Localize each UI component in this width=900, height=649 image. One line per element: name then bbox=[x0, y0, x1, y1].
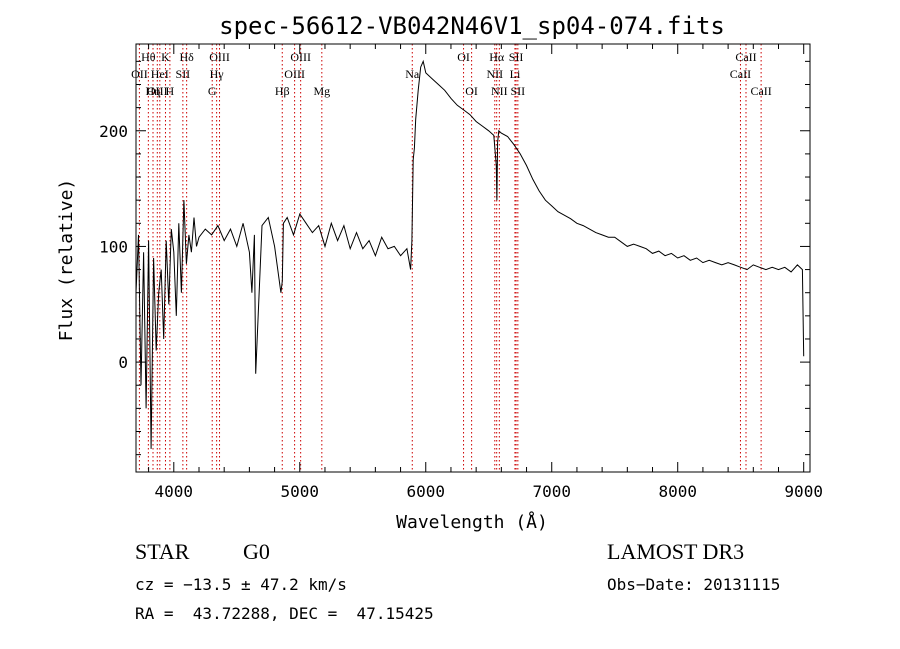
line-marker-label: H bbox=[166, 84, 175, 98]
line-marker-label: OIII bbox=[284, 67, 305, 81]
y-tick-label: 100 bbox=[99, 237, 128, 256]
line-marker-label: HeI bbox=[151, 67, 169, 81]
line-marker-label: Mg bbox=[313, 84, 330, 98]
line-marker-label: K bbox=[161, 50, 170, 64]
line-marker-label: NII bbox=[491, 84, 508, 98]
line-marker-label: NII bbox=[486, 67, 503, 81]
emission-line-markers bbox=[138, 44, 762, 472]
x-tick-label: 9000 bbox=[784, 482, 823, 501]
x-tick-label: 7000 bbox=[532, 482, 571, 501]
line-marker-label: SII bbox=[176, 67, 191, 81]
line-marker-label: CaII bbox=[735, 50, 756, 64]
line-marker-label: SII bbox=[509, 50, 524, 64]
line-marker-label: Hδ bbox=[179, 50, 194, 64]
x-axis-ticks: 4000 5000 6000 7000 8000 9000 bbox=[148, 44, 823, 501]
line-marker-label: Na bbox=[405, 67, 420, 81]
x-axis-label: Wavelength (Å) bbox=[396, 511, 548, 533]
line-marker-label: Hθ bbox=[141, 50, 156, 64]
line-marker-label: OII bbox=[131, 67, 148, 81]
y-tick-label: 200 bbox=[99, 122, 128, 141]
x-tick-label: 6000 bbox=[406, 482, 445, 501]
line-marker-label: OIII bbox=[209, 50, 230, 64]
chart-title: spec-56612-VB042N46V1_sp04-074.fits bbox=[219, 12, 725, 40]
line-marker-label: OI bbox=[457, 50, 470, 64]
line-marker-label: Hγ bbox=[210, 67, 225, 81]
line-marker-label: Li bbox=[510, 67, 521, 81]
y-tick-label: 0 bbox=[118, 353, 128, 372]
line-marker-label: G bbox=[208, 84, 217, 98]
object-class: STAR bbox=[135, 539, 190, 564]
line-marker-label: OIII bbox=[147, 84, 168, 98]
object-subclass: G0 bbox=[243, 539, 270, 564]
line-marker-label: OI bbox=[465, 84, 478, 98]
plot-frame bbox=[135, 43, 811, 473]
line-marker-label: Hβ bbox=[275, 84, 290, 98]
line-marker-label: Hη bbox=[146, 84, 161, 98]
x-tick-label: 5000 bbox=[281, 482, 320, 501]
y-axis-label: Flux (relative) bbox=[56, 179, 77, 342]
redshift-velocity: cz = −13.5 ± 47.2 km/s bbox=[135, 575, 347, 594]
x-tick-label: 4000 bbox=[155, 482, 194, 501]
sky-coordinates: RA = 43.72288, DEC = 47.15425 bbox=[135, 604, 434, 623]
x-tick-label: 8000 bbox=[658, 482, 697, 501]
line-marker-label: OIII bbox=[290, 50, 311, 64]
spectrum-line bbox=[135, 59, 805, 449]
line-marker-label: CaII bbox=[750, 84, 771, 98]
line-marker-label: Hα bbox=[489, 50, 505, 64]
line-marker-label: SII bbox=[511, 84, 526, 98]
y-axis-ticks: 0 100 200 bbox=[99, 60, 810, 456]
line-marker-label: CaII bbox=[730, 67, 751, 81]
survey-name: LAMOST DR3 bbox=[607, 539, 745, 564]
observation-date: Obs−Date: 20131115 bbox=[607, 575, 781, 594]
